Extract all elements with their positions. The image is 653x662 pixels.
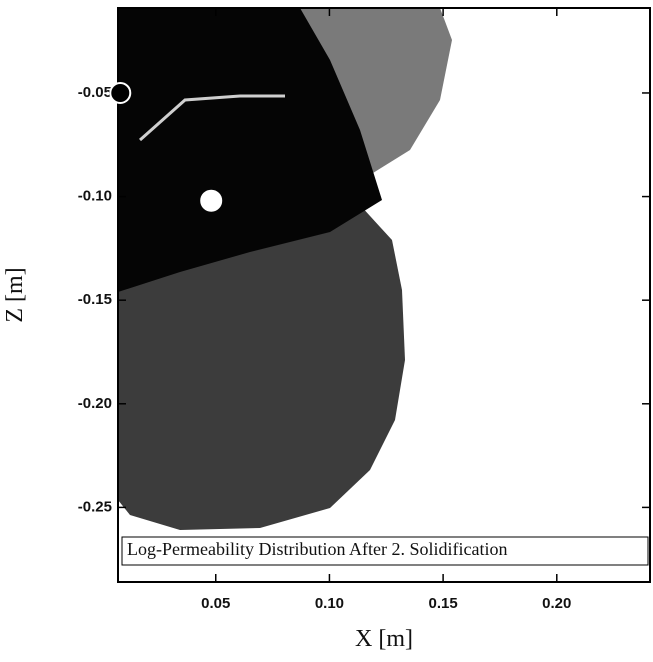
x-tick-label: 0.20 [542,595,571,612]
marker [109,81,132,104]
x-axis-title: X [m] [355,626,413,652]
x-tick-label: 0.10 [315,595,344,612]
annotation: Log-Permeability Distribution After 2. S… [127,539,507,559]
marker [200,189,223,212]
field-region-lower [118,205,405,530]
y-tick-label: -0.10 [78,188,112,205]
y-tick-label: -0.05 [78,84,112,101]
y-axis-title: Z [m] [2,267,28,322]
plot-frame [117,7,651,583]
y-tick-label: -0.25 [78,498,112,515]
y-tick-label: -0.15 [78,291,112,308]
field [118,8,452,530]
field-region-core [118,8,382,292]
annotation-box [121,536,649,566]
y-tick-label: -0.20 [78,395,112,412]
field-streak [139,94,285,142]
x-tick-label: 0.05 [201,595,230,612]
x-tick-label: 0.15 [429,595,458,612]
